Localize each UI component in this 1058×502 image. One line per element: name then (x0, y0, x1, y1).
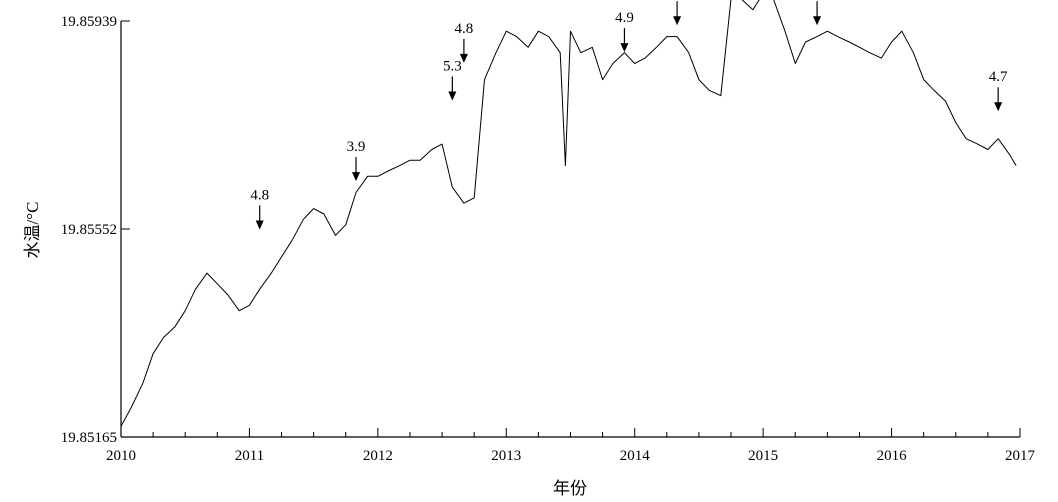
annotation-arrow-head (255, 220, 264, 230)
annotation-arrow-head (994, 102, 1003, 112)
x-tick-label: 2016 (877, 448, 908, 464)
x-tick-label: 2017 (1005, 448, 1036, 464)
annotation: 4.7 (673, 1, 682, 26)
annotation-label: 4.7 (989, 69, 1008, 85)
annotation-label: 3.9 (347, 139, 366, 155)
annotation: 4.8 (250, 187, 269, 230)
annotation-label: 4.9 (615, 10, 634, 26)
annotation: 4.8 (455, 21, 474, 63)
annotation: 4.9 (615, 10, 634, 53)
annotation: 4.6 (813, 1, 822, 26)
x-tick-label: 2014 (620, 448, 651, 464)
annotation-arrow-head (620, 43, 629, 53)
x-tick-label: 2015 (748, 448, 778, 464)
plot-area (120, 0, 1017, 427)
x-tick-label: 2010 (106, 448, 136, 464)
annotation-label: 4.8 (455, 21, 474, 37)
x-tick-label: 2011 (235, 448, 264, 464)
annotations: 4.8 3.9 5.3 4.8 4.9 4.7 4.6 4.7 (250, 1, 1008, 230)
y-tick-label: 19.85552 (61, 222, 117, 238)
y-tick-label: 19.85165 (61, 430, 117, 446)
series-line (120, 0, 1017, 427)
axes: 19.85165 19.85552 19.85939 2010 2011 2012 2013… (61, 14, 1036, 464)
annotation-arrow-head (352, 172, 361, 182)
y-tick-label: 19.85939 (61, 14, 117, 30)
annotation-arrow-head (813, 16, 822, 26)
annotation-label: 5.3 (443, 58, 462, 74)
annotation: 3.9 (347, 139, 366, 182)
annotation-arrow-head (459, 53, 468, 63)
annotation: 5.3 (443, 58, 462, 101)
annotation-arrow-head (673, 16, 682, 26)
annotation: 4.7 (989, 69, 1008, 112)
y-axis-title: 水温/°C (23, 202, 42, 259)
x-axis-title: 年份 (553, 479, 587, 498)
x-tick-label: 2012 (363, 448, 393, 464)
annotation-label: 4.8 (250, 187, 269, 203)
annotation-arrow-head (448, 91, 457, 101)
x-tick-label: 2013 (491, 448, 521, 464)
